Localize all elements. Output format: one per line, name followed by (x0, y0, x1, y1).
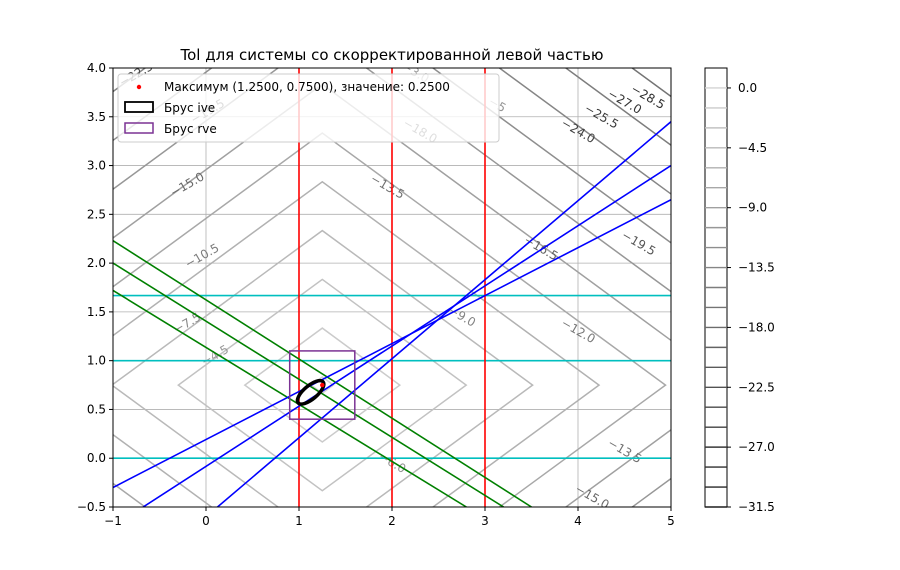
contour-level-1 (243, 327, 402, 443)
x-tick-label-4: 3 (481, 514, 489, 528)
y-tick-label-2: 0.5 (87, 402, 106, 416)
legend-label-rve: Брус rve (164, 122, 217, 136)
blue-line-2 (216, 121, 671, 507)
y-tick-label-6: 2.5 (87, 207, 106, 221)
y-tick-label-0: −0.5 (77, 500, 106, 514)
colorbar-tick-label-3: −13.5 (738, 261, 775, 275)
contour-level-2 (177, 278, 468, 492)
y-tick-label-1: 0.0 (87, 451, 106, 465)
legend-label-max: Максимум (1.2500, 0.7500), значение: 0.2… (164, 80, 450, 94)
colorbar-tick-label-7: −31.5 (738, 500, 775, 514)
legend: Максимум (1.2500, 0.7500), значение: 0.2… (117, 73, 500, 143)
boxes (288, 350, 356, 420)
y-tick-label-5: 2.0 (87, 256, 106, 270)
x-tick-label-5: 4 (574, 514, 582, 528)
blue-line-1 (141, 164, 671, 507)
y-tick-label-7: 3.0 (87, 159, 106, 173)
colorbar-tick-label-2: −9.0 (738, 201, 767, 215)
box-ive (295, 378, 326, 406)
legend-box-ive-marker (124, 101, 154, 113)
legend-box-rve-marker (124, 122, 154, 134)
y-tick-label-8: 3.5 (87, 110, 106, 124)
x-tick-label-3: 2 (388, 514, 396, 528)
chart-title: Tol для системы со скорректированной лев… (179, 46, 603, 64)
contour-level-6 (113, 83, 671, 507)
x-tick-label-0: −1 (104, 514, 122, 528)
box-rve (288, 350, 356, 420)
colorbar: 0.0 −4.5 −9.0 −13.5 −18.0 −22.5 −27.0 −31.5 (704, 67, 775, 514)
legend-box (117, 73, 500, 143)
max-point (320, 382, 325, 388)
colorbar-tick-label-6: −27.0 (738, 440, 775, 454)
colorbar-tick-label-4: −18.0 (738, 320, 775, 334)
x-tick-label-1: 0 (202, 514, 210, 528)
blue-line-0 (113, 198, 671, 489)
colorbar-tick-label-1: −4.5 (738, 141, 767, 155)
contour-level-7 (113, 68, 671, 507)
legend-point-marker (136, 84, 142, 90)
y-tick-label-4: 1.5 (87, 305, 106, 319)
colorbar-tick-label-0: 0.0 (738, 81, 757, 95)
legend-label-ive: Брус ive (164, 101, 215, 115)
contour-level-8 (113, 68, 671, 244)
x-tick-label-2: 1 (295, 514, 303, 528)
y-axis: −0.5 0.0 0.5 1.0 1.5 2.0 2.5 3.0 3.5 4.0 (77, 61, 113, 514)
contour-level-5 (113, 132, 667, 507)
colorbar-tick-label-5: −22.5 (738, 380, 775, 394)
y-tick-label-3: 1.0 (87, 354, 106, 368)
y-tick-label-9: 4.0 (87, 61, 106, 75)
green-line-0 (113, 239, 532, 507)
x-axis: −1 0 1 2 3 4 5 (104, 507, 675, 528)
x-tick-label-6: 5 (667, 514, 675, 528)
contour-level-4 (113, 180, 601, 507)
